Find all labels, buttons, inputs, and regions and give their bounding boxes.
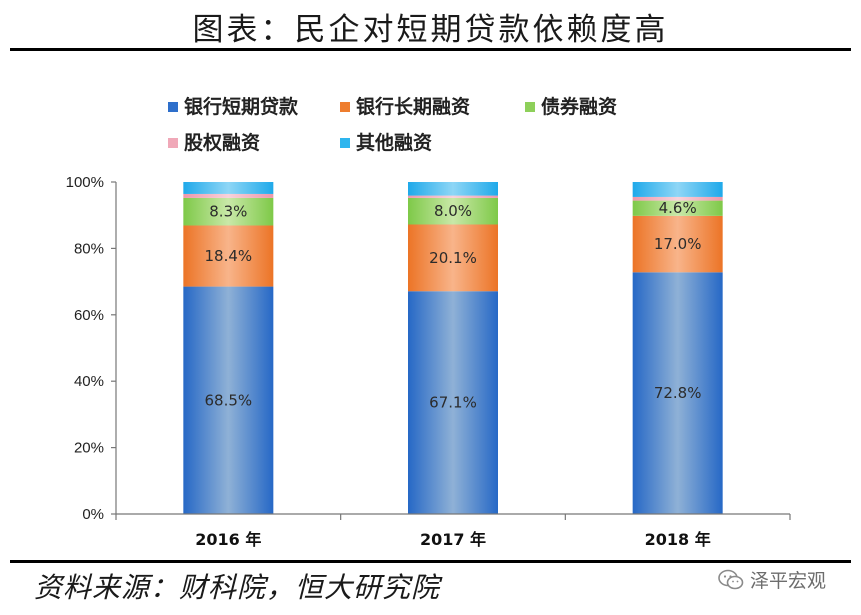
bars-group: 68.5% 18.4% 8.3% 67.1% 20.1% 8.0% 72.8% 17.0% 4.… [183,182,723,514]
legend-label: 其他融资 [356,131,432,154]
y-axis: 0% 20% 40% 60% 80% 100% [66,174,117,523]
watermark-label: 泽平宏观 [750,570,827,592]
x-tick-label: 2017 年 [420,530,486,549]
y-tick-label: 60% [74,307,104,324]
legend-label: 银行长期融资 [356,95,470,118]
bar-segment [632,200,723,216]
data-label: 8.0% [434,202,472,220]
watermark: 泽平宏观 [718,566,826,593]
y-tick-label: 20% [74,440,104,457]
legend-label: 股权融资 [184,131,260,154]
legend-label: 银行短期贷款 [184,95,299,118]
bar-segment [632,182,723,197]
bar-segment [183,225,274,287]
data-label: 17.0% [654,235,702,253]
bar-segment [408,195,498,198]
legend-swatch [168,102,178,112]
data-label: 72.8% [654,384,702,402]
bar-segment [632,272,723,514]
bar-segment [408,197,498,225]
bar-segment [183,182,274,194]
bar-segment [408,224,498,292]
wechat-icon [718,569,744,589]
bar-segment [632,196,723,201]
data-label: 20.1% [429,249,477,267]
y-tick-label: 100% [66,174,104,191]
legend-swatch [168,138,178,148]
data-label: 18.4% [205,247,253,265]
bar-segment [183,286,274,514]
bar-segment [408,182,498,196]
legend-swatch [340,138,350,148]
y-tick-label: 80% [74,240,104,257]
bar-segment [183,193,274,198]
x-tick-label: 2016 年 [195,530,261,549]
title-divider [10,48,851,51]
data-label: 4.6% [659,199,697,217]
source-note: 资料来源：财科院，恒大研究院 [34,571,441,604]
x-axis: 2016 年 2017 年 2018 年 [115,513,791,549]
bar-segment [183,197,274,226]
chart-title: 图表：民企对短期贷款依赖度高 [192,12,669,48]
y-tick-label: 0% [82,506,104,523]
legend-label: 债券融资 [541,95,617,118]
y-tick-label: 40% [74,373,104,390]
legend-swatch [525,102,535,112]
bar-segment [632,215,723,273]
footer-divider [10,560,851,563]
data-label: 68.5% [205,391,253,409]
data-label: 8.3% [209,203,247,221]
x-tick-label: 2018 年 [645,530,711,549]
data-label: 67.1% [429,394,477,412]
bar-segment [408,291,498,514]
legend-swatch [340,102,350,112]
